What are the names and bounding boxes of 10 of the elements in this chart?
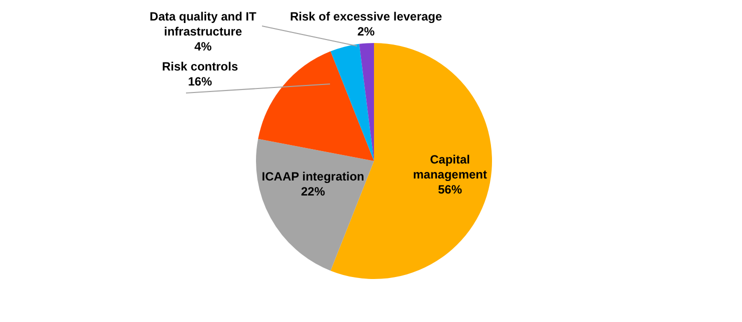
- slice-label: Capital management: [412, 152, 488, 182]
- slice-label: Risk controls: [162, 59, 238, 74]
- data-label: 2%: [357, 24, 375, 38]
- data-label: 4%: [194, 39, 212, 54]
- data-label: 56%: [438, 182, 462, 196]
- slice-label: ICAAP integration: [262, 169, 364, 184]
- slice-label: Risk of excessive leverage: [290, 9, 442, 24]
- slice-label: Data quality and IT infrastructure: [150, 9, 258, 38]
- data-label: 16%: [188, 74, 212, 88]
- data-label: 22%: [300, 184, 326, 198]
